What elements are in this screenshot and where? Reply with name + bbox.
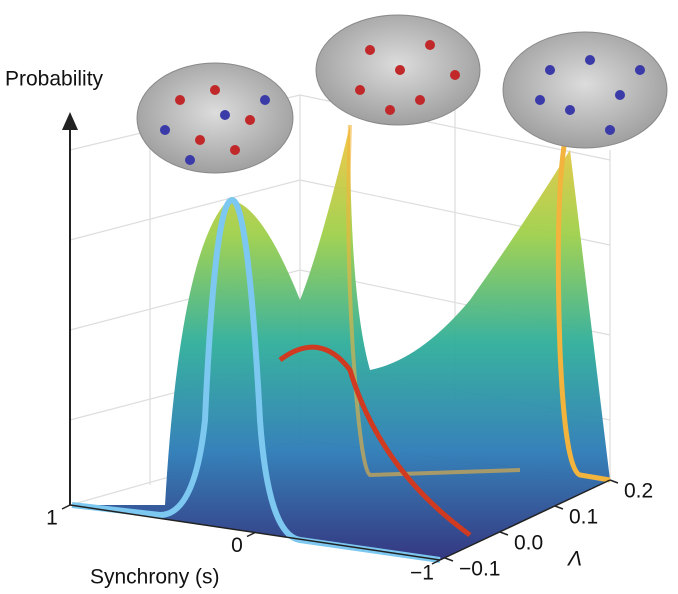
y-tick	[499, 531, 509, 536]
y-tick-label: 0.2	[624, 480, 653, 503]
brain-icons	[136, 14, 668, 174]
x-tick	[431, 559, 441, 565]
y-axis-label: Λ	[567, 548, 582, 571]
y-tick-label: 0.0	[514, 532, 543, 555]
axes	[62, 112, 611, 561]
x-tick	[61, 504, 71, 510]
x-tick-label: 1	[46, 507, 58, 530]
x-tick	[246, 531, 256, 538]
surface	[70, 124, 611, 563]
x-tick-label: 0	[231, 534, 243, 557]
x-axis-label: Synchrony (s)	[90, 566, 220, 589]
z-axis-label: Probability	[5, 68, 104, 91]
y-tick	[609, 479, 619, 484]
y-tick	[444, 557, 454, 562]
y-tick-label: 0.1	[569, 506, 598, 529]
y-tick-label: −0.1	[459, 558, 500, 581]
x-tick-label: −1	[410, 562, 434, 585]
y-tick	[554, 505, 564, 510]
